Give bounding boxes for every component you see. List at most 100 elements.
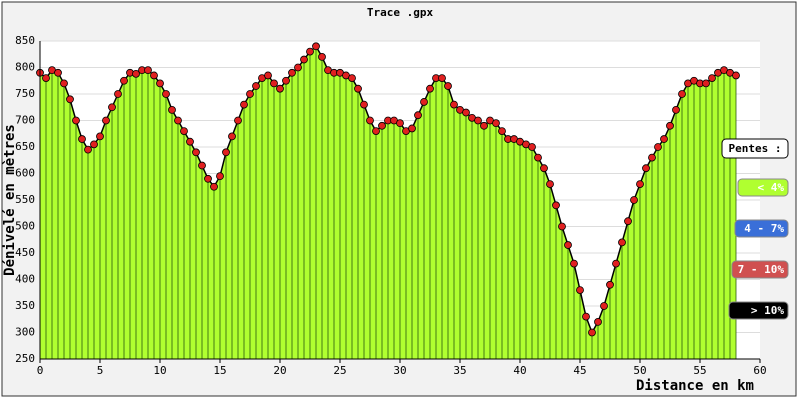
point bbox=[348, 74, 356, 82]
point bbox=[228, 132, 236, 141]
point bbox=[594, 317, 602, 326]
point bbox=[276, 84, 284, 93]
point bbox=[420, 98, 428, 106]
y-tick-label: 500 bbox=[15, 220, 35, 233]
point bbox=[186, 137, 194, 146]
legend-title-box bbox=[721, 138, 789, 159]
point bbox=[210, 182, 218, 191]
point bbox=[60, 79, 68, 88]
point bbox=[618, 238, 626, 247]
x-tick-label: 15 bbox=[213, 364, 226, 377]
point bbox=[498, 127, 506, 136]
point bbox=[222, 148, 230, 157]
point bbox=[576, 286, 584, 295]
point bbox=[540, 164, 548, 173]
legend-label: < 4% bbox=[758, 181, 785, 194]
point bbox=[396, 119, 404, 128]
y-tick-label: 650 bbox=[15, 140, 35, 153]
point bbox=[546, 180, 554, 189]
legend-box bbox=[728, 301, 789, 320]
x-tick-label: 5 bbox=[97, 364, 104, 377]
point bbox=[702, 79, 710, 88]
point bbox=[612, 259, 620, 268]
point bbox=[270, 79, 278, 88]
point bbox=[144, 66, 152, 75]
point bbox=[660, 135, 668, 143]
point bbox=[642, 164, 650, 173]
x-tick-label: 25 bbox=[333, 364, 346, 377]
point bbox=[528, 143, 536, 151]
point bbox=[96, 132, 104, 141]
point bbox=[606, 280, 614, 289]
x-tick-label: 40 bbox=[513, 364, 526, 377]
point bbox=[246, 90, 254, 98]
point bbox=[438, 74, 446, 82]
point bbox=[624, 217, 632, 226]
y-tick-label: 450 bbox=[15, 246, 35, 259]
point bbox=[114, 90, 122, 98]
legend-label: 4 - 7% bbox=[744, 222, 784, 235]
point bbox=[216, 172, 224, 181]
point bbox=[174, 116, 182, 125]
point bbox=[150, 71, 158, 80]
point bbox=[318, 53, 326, 61]
point bbox=[630, 196, 638, 204]
y-tick-label: 550 bbox=[15, 193, 35, 206]
point bbox=[168, 106, 176, 114]
point bbox=[90, 140, 98, 149]
point bbox=[66, 95, 74, 104]
point bbox=[204, 174, 212, 183]
x-tick-label: 30 bbox=[393, 364, 406, 377]
point bbox=[102, 116, 110, 125]
point bbox=[294, 63, 302, 72]
point bbox=[78, 135, 86, 143]
point bbox=[108, 103, 116, 112]
y-tick-label: 350 bbox=[15, 299, 35, 312]
y-tick-label: 850 bbox=[15, 34, 35, 47]
y-tick-label: 600 bbox=[15, 167, 35, 180]
x-tick-label: 20 bbox=[273, 364, 286, 377]
point bbox=[534, 153, 542, 162]
point bbox=[474, 116, 482, 125]
point bbox=[372, 127, 380, 136]
point bbox=[354, 84, 362, 93]
point bbox=[264, 71, 272, 80]
legend-box bbox=[734, 219, 789, 238]
point bbox=[288, 68, 296, 77]
y-tick-label: 750 bbox=[15, 87, 35, 100]
y-tick-label: 800 bbox=[15, 61, 35, 74]
point bbox=[654, 143, 662, 151]
point bbox=[552, 201, 560, 210]
point bbox=[282, 76, 290, 85]
point bbox=[72, 116, 80, 125]
legend-label: > 10% bbox=[751, 304, 784, 317]
x-tick-label: 0 bbox=[37, 364, 44, 377]
point bbox=[648, 153, 656, 162]
point bbox=[570, 259, 578, 268]
y-tick-label: 300 bbox=[15, 326, 35, 339]
point bbox=[84, 145, 92, 154]
point bbox=[582, 312, 590, 321]
x-axis-label: Distance en km bbox=[636, 378, 754, 394]
chart-title: Trace .gpx bbox=[367, 6, 434, 19]
x-tick-label: 10 bbox=[153, 364, 166, 377]
point bbox=[450, 100, 458, 109]
x-tick-label: 50 bbox=[633, 364, 646, 377]
point bbox=[162, 90, 170, 98]
point bbox=[180, 127, 188, 136]
point bbox=[240, 100, 248, 109]
y-tick-label: 700 bbox=[15, 114, 35, 127]
point bbox=[588, 328, 596, 337]
point bbox=[414, 111, 422, 120]
point bbox=[732, 71, 740, 80]
point bbox=[42, 74, 50, 82]
point bbox=[666, 121, 674, 130]
point bbox=[408, 124, 416, 133]
x-tick-label: 55 bbox=[693, 364, 706, 377]
point bbox=[492, 119, 500, 128]
point bbox=[120, 76, 128, 85]
y-axis-label: Dénivelé en mètres bbox=[2, 124, 18, 276]
point bbox=[672, 106, 680, 114]
